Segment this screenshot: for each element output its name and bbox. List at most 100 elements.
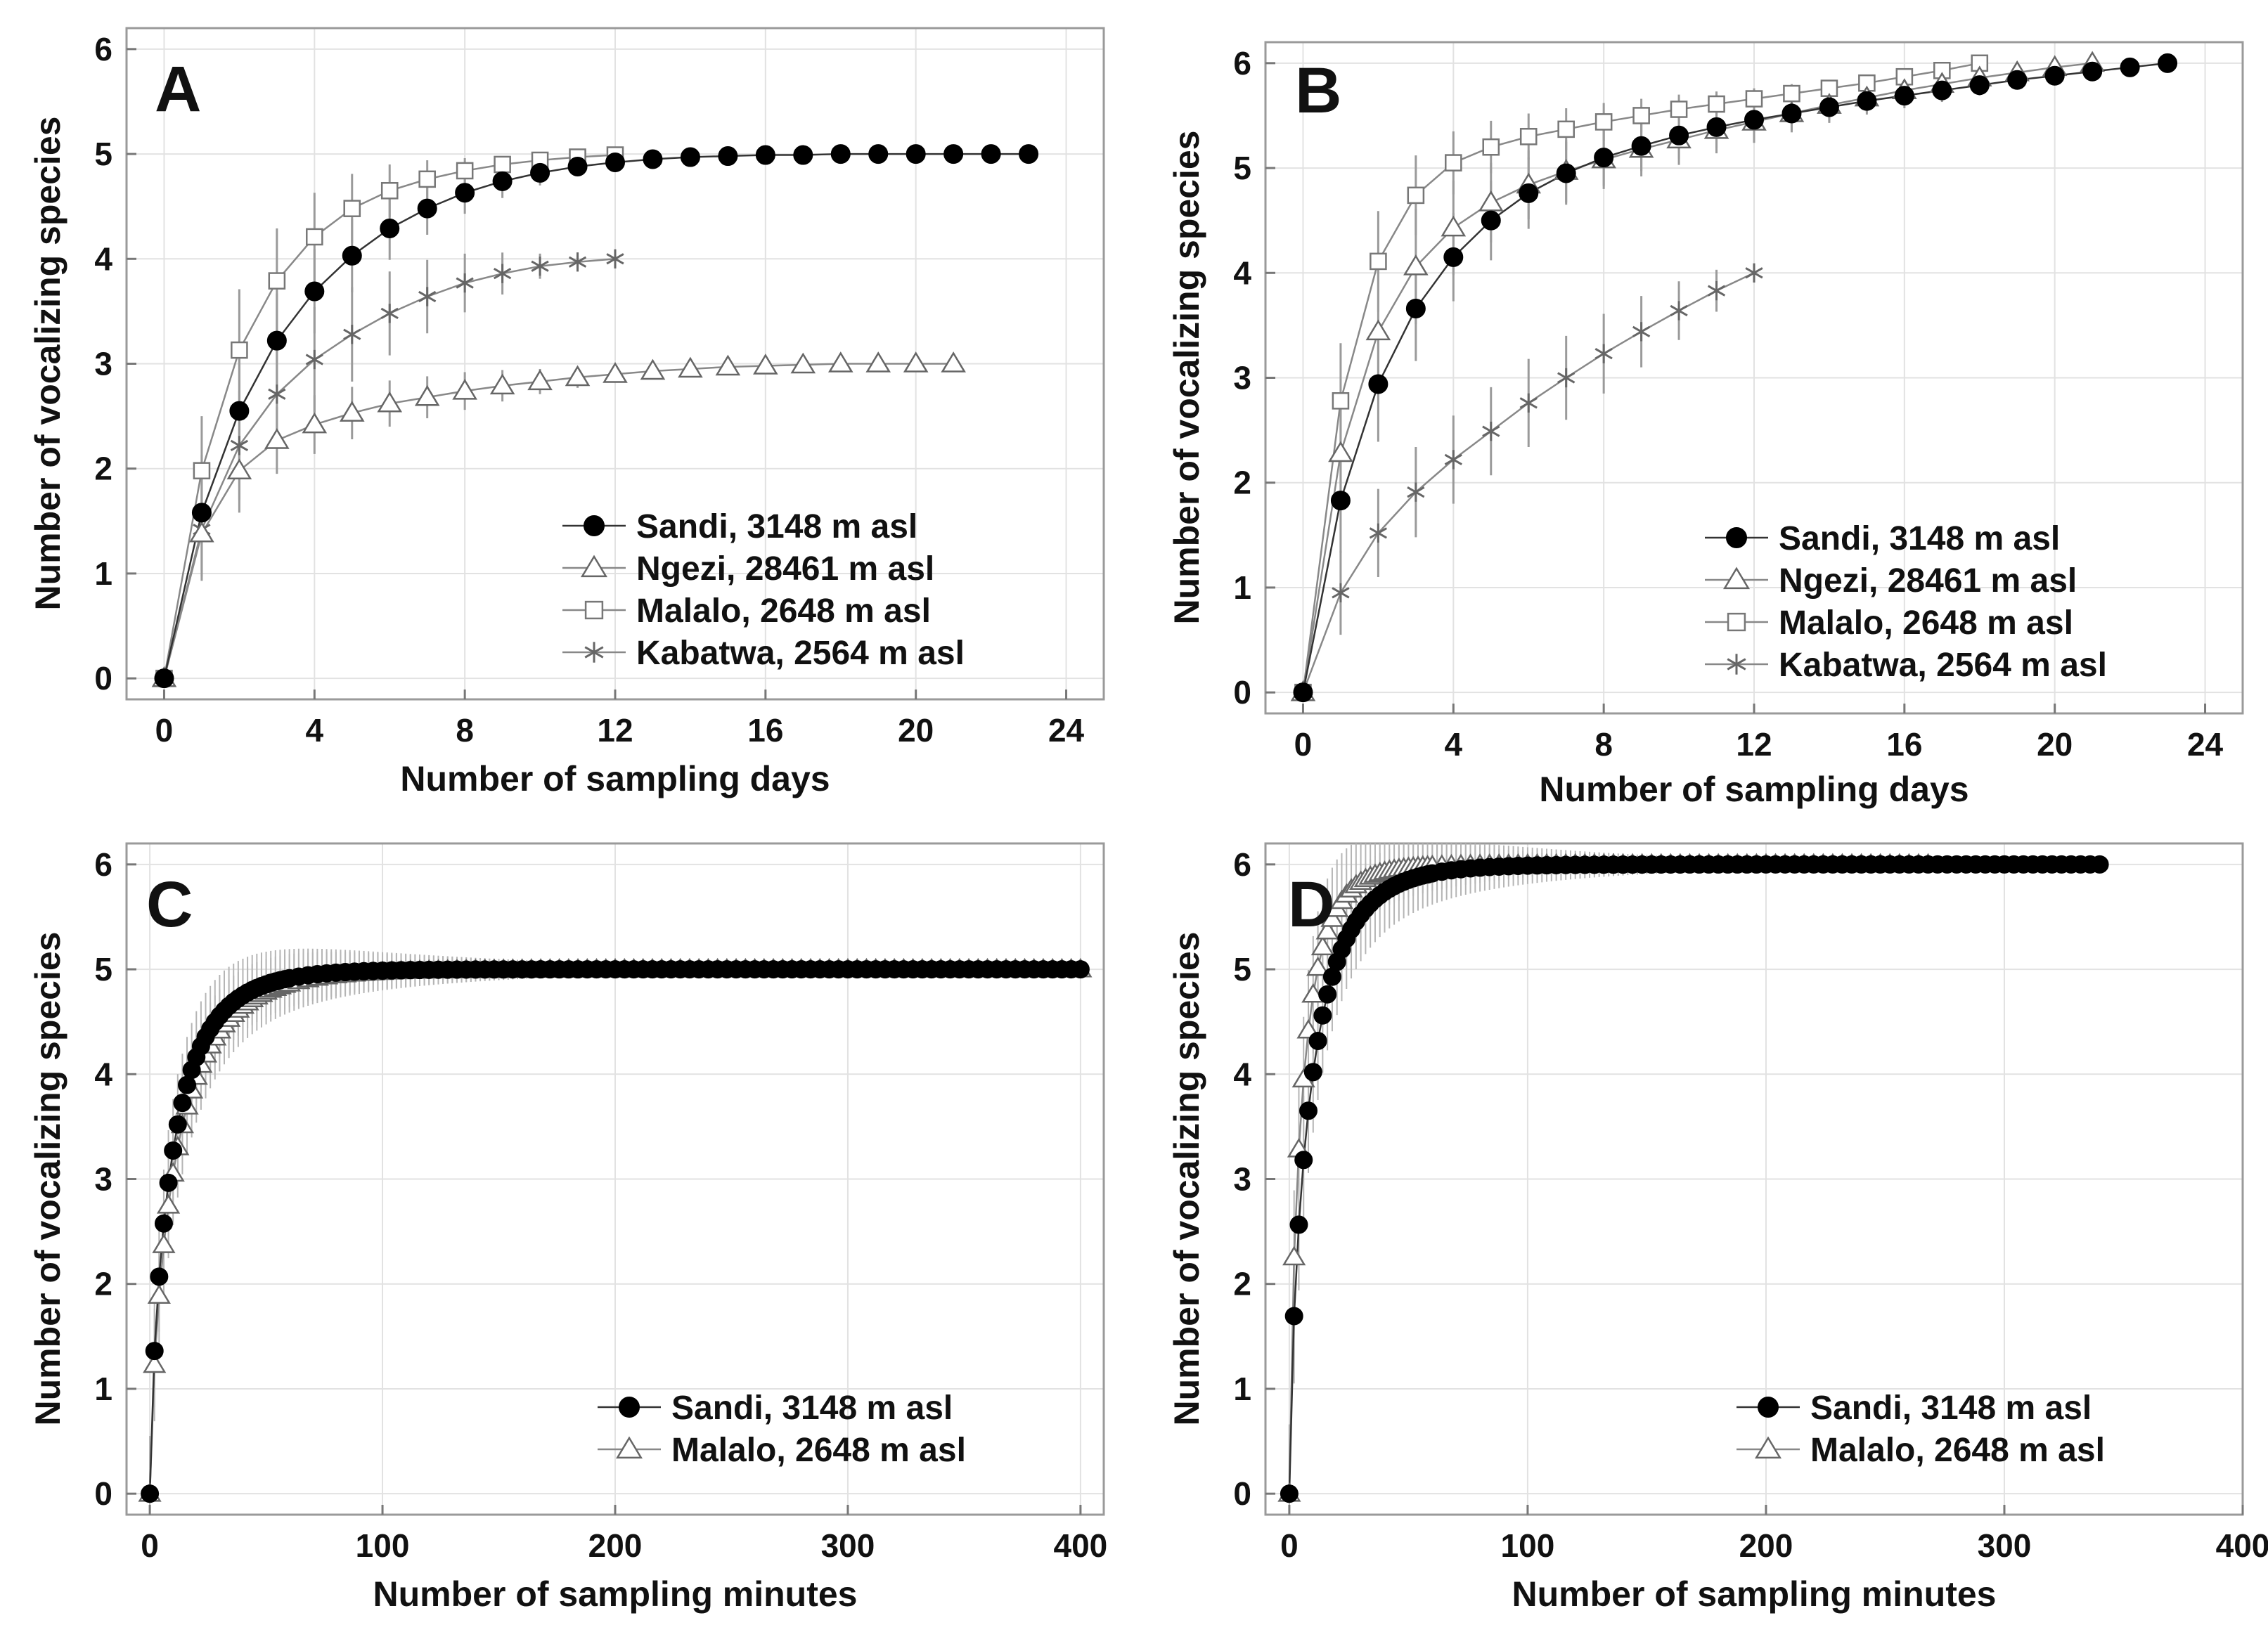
point-sandi: [1293, 682, 1313, 703]
panel-a-letter: A: [155, 53, 201, 125]
point-kabatwa: [456, 273, 474, 293]
point-sandi: [150, 1267, 169, 1286]
point-malalo: [147, 1284, 171, 1304]
point-kabatwa: [1670, 301, 1688, 321]
panel-d-x-axis-title: Number of sampling minutes: [1512, 1574, 1997, 1614]
point-ngezi: [903, 351, 929, 373]
point-sandi: [1071, 960, 1090, 979]
panel-a-y-axis-title: Number of vocalizing species: [28, 117, 67, 611]
point-sandi: [1481, 210, 1501, 231]
point-sandi: [1308, 1031, 1327, 1050]
point-kabatwa: [343, 325, 361, 344]
legend-marker-malalo: [584, 600, 604, 620]
point-malalo: [494, 155, 511, 174]
y-tick-label: 0: [1233, 1475, 1251, 1512]
point-sandi: [906, 144, 926, 164]
point-ngezi: [790, 352, 816, 374]
x-tick-label: 4: [306, 712, 324, 749]
point-ngezi: [565, 365, 591, 387]
point-sandi: [1744, 110, 1764, 130]
point-kabatwa: [531, 257, 549, 276]
point-malalo: [1557, 120, 1575, 138]
x-tick-label: 4: [1445, 726, 1463, 763]
legend-marker-malalo: [1727, 612, 1746, 632]
y-tick-label: 0: [94, 1475, 112, 1512]
x-tick-label: 0: [155, 712, 174, 749]
point-sandi: [680, 147, 700, 167]
y-tick-label: 6: [94, 846, 112, 883]
point-kabatwa: [1369, 523, 1388, 543]
point-kabatwa: [1594, 344, 1613, 363]
point-sandi: [1969, 75, 1990, 96]
point-malalo: [1320, 907, 1344, 927]
point-sandi: [1932, 80, 1952, 101]
legend-label-sandi: Sandi, 3148 m asl: [671, 1390, 953, 1427]
point-ngezi: [377, 391, 403, 413]
point-sandi: [755, 145, 775, 165]
panel-d-grid: [1265, 843, 2243, 1515]
point-malalo: [343, 200, 361, 217]
point-malalo: [1310, 936, 1334, 956]
x-tick-label: 300: [1978, 1527, 2032, 1564]
panel-c-y-axis-title: Number of vocalizing species: [28, 932, 67, 1426]
point-sandi: [1594, 148, 1614, 168]
y-tick-label: 5: [94, 951, 112, 988]
point-sandi: [342, 245, 362, 266]
point-sandi: [455, 183, 475, 203]
legend-label-kabatwa: Kabatwa, 2564 m asl: [1779, 647, 2107, 684]
point-sandi: [141, 1484, 160, 1503]
legend-label-sandi: Sandi, 3148 m asl: [1810, 1390, 2092, 1427]
point-sandi: [1519, 183, 1539, 203]
point-kabatwa: [493, 264, 512, 283]
point-sandi: [1405, 299, 1426, 319]
point-sandi: [164, 1141, 183, 1160]
point-sandi: [1819, 97, 1839, 117]
y-tick-label: 6: [1233, 45, 1251, 82]
point-sandi: [830, 144, 851, 164]
point-sandi: [417, 198, 437, 219]
point-malalo: [156, 1193, 181, 1214]
point-sandi: [1894, 86, 1914, 106]
x-tick-label: 20: [898, 712, 934, 749]
legend-marker-ngezi: [1722, 567, 1751, 590]
point-kabatwa: [380, 304, 399, 323]
point-ngezi: [941, 351, 966, 373]
point-sandi: [173, 1094, 192, 1113]
legend-marker-sandi: [619, 1397, 640, 1418]
y-tick-label: 1: [1233, 569, 1251, 606]
point-sandi: [1631, 136, 1651, 156]
point-ngezi: [527, 369, 553, 391]
legend-marker-kabatwa: [584, 642, 604, 663]
legend-marker-malalo: [1754, 1436, 1782, 1459]
x-tick-label: 300: [821, 1527, 875, 1564]
point-malalo: [1370, 252, 1387, 271]
point-ngezi: [827, 351, 853, 373]
panel-d-legend: Sandi, 3148 m asl Malalo, 2648 m asl: [1737, 1390, 2105, 1469]
point-sandi: [868, 144, 889, 164]
panel-b-x-axis-title: Number of sampling days: [1539, 770, 1969, 809]
x-tick-label: 400: [2216, 1527, 2268, 1564]
series-line-ngezi: [163, 363, 954, 679]
point-ngezi: [339, 401, 365, 422]
x-tick-label: 20: [2037, 726, 2073, 763]
point-sandi: [2007, 70, 2028, 90]
point-sandi: [1294, 1151, 1313, 1170]
point-sandi: [1669, 125, 1689, 145]
y-tick-label: 6: [94, 31, 112, 67]
point-malalo: [143, 1353, 167, 1373]
point-sandi: [1368, 374, 1388, 394]
point-sandi: [2082, 61, 2103, 82]
legend-label-ngezi: Ngezi, 28461 m asl: [1779, 562, 2077, 600]
point-malalo: [1519, 127, 1538, 145]
point-sandi: [1857, 91, 1877, 111]
point-sandi: [178, 1075, 197, 1094]
point-kabatwa: [1745, 263, 1763, 283]
panel-a-legend: Sandi, 3148 m asl Ngezi, 28461 m asl Malal…: [562, 508, 965, 672]
y-tick-label: 1: [1233, 1371, 1251, 1407]
y-tick-label: 0: [1233, 674, 1251, 711]
y-tick-label: 4: [1233, 1056, 1251, 1092]
point-sandi: [530, 162, 550, 183]
point-sandi: [154, 668, 174, 689]
point-sandi: [981, 144, 1001, 164]
y-tick-label: 3: [1233, 1161, 1251, 1198]
